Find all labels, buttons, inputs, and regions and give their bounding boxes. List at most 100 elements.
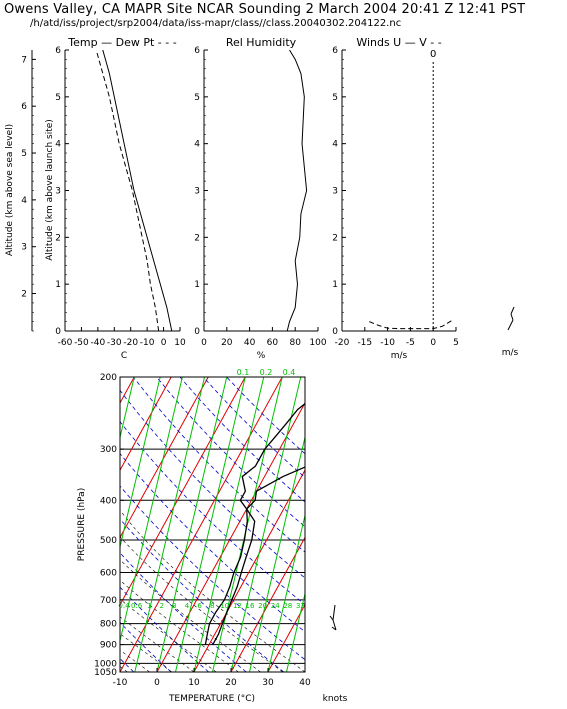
y-tick-label-temp_dewpt: 3 [55,187,61,197]
x-label-temp_dewpt: C [121,351,127,361]
x-label-rh: % [257,351,266,361]
x-tick-label-temp_dewpt: -40 [91,338,106,348]
x-tick-label-winds: 0 [430,338,436,348]
mixing-ratio-mid-label: 28 [283,602,292,610]
p-tick-label: 200 [100,373,117,383]
dry-adiabat-line [156,377,305,528]
x-tick-label-temp_dewpt: 10 [174,338,186,348]
panel-title-rh: Rel Humidity [226,36,297,49]
isotherm-line [156,401,305,672]
y-tick-label-rh: 1 [194,280,200,290]
isotherm-line [230,536,305,672]
skewt-y-label: PRESSURE (hPa) [77,488,87,561]
y-tick-label-winds: 5 [332,93,338,103]
dry-adiabat-line [120,453,305,633]
mixing-ratio-line [249,435,305,672]
p-tick-label: 400 [100,496,117,506]
y-label-inner: Altitude (km above launch site) [45,119,55,261]
p-tick-label: 500 [100,536,117,546]
x-tick-label-rh: 100 [309,338,326,348]
x-tick-label-rh: 60 [267,338,279,348]
mixing-ratio-mid-label: 2 [160,602,164,610]
mixing-ratio-line [120,377,161,549]
p-tick-label: 1050 [94,668,117,678]
moist-adiabat-line [120,559,261,672]
x-tick-label-winds: -10 [380,338,395,348]
isotherm-line [120,377,172,472]
isotherm-line [267,603,305,672]
isotherm-line [120,377,283,672]
series-temp_dewpt-dew-pt [95,49,160,332]
moist-adiabat-line [120,633,172,672]
x-tick-label-temp_dewpt: -30 [107,338,122,348]
t-tick-label: 10 [188,678,200,688]
p-tick-label: 300 [100,445,117,455]
winds-zero-label: 0 [430,49,436,60]
y-tick-label-rh: 4 [194,140,200,150]
mixing-ratio-mid-label: 16 [246,602,255,610]
y-tick-label-winds: 1 [332,280,338,290]
x-tick-label-rh: 40 [244,338,256,348]
moist-adiabat-line [0,377,83,672]
dry-adiabat-line [0,377,59,672]
skewt-x-label: TEMPERATURE (°C) [168,694,255,704]
mixing-ratio-mid-label: 6 [197,602,202,610]
p-tick-label: 600 [100,568,117,578]
page-title: Owens Valley, CA MAPR Site NCAR Sounding… [4,2,526,17]
dry-adiabat-line [120,621,172,672]
x-tick-label-temp_dewpt: -60 [58,338,73,348]
mixing-ratio-mid-label: 4 [185,602,190,610]
mixing-ratio-line [9,377,79,672]
mixing-ratio-mid-label: 1 [147,602,151,610]
isotherm-line [120,377,246,606]
skewt-barb-label: knots [323,694,348,704]
skewt-frame [119,376,306,673]
y-tick-label-winds: 3 [332,187,338,197]
outer-y-tick-label: 4 [21,196,27,206]
isotherm-line [0,377,60,672]
skewt-temperature [212,402,305,645]
y-tick-label-rh: 2 [194,233,200,243]
mixing-ratio-line [193,377,265,672]
isotherm-line [193,469,305,672]
mixing-ratio-top-label: 0.1 [237,368,250,377]
isotherm-line [304,670,305,672]
wind-barb-skewt [329,604,337,631]
outer-y-tick-label: 7 [21,55,27,65]
mixing-ratio-mid-label: 0.6 [131,602,143,610]
wind-barb-upper [507,306,515,331]
moist-adiabat-line [120,536,283,672]
x-tick-label-winds: -5 [406,338,415,348]
isotherm-line [120,377,209,539]
y-tick-label-rh: 0 [194,327,200,337]
dry-adiabat-line [120,389,305,579]
moist-adiabat-line [120,579,239,672]
dry-adiabat-line [120,518,285,672]
panel-title-winds: Winds U — V - - [356,36,441,49]
y-label-outer: Altitude (km above sea level) [5,124,15,256]
mixing-ratio-line [175,377,246,672]
t-tick-label: 0 [154,678,160,688]
dry-adiabat-line [120,485,305,661]
mixing-ratio-top-label: 0.2 [260,368,273,377]
mixing-ratio-mid-label: 8 [210,602,214,610]
x-tick-label-winds: -20 [335,338,350,348]
mixing-ratio-mid-label: 12 [233,602,242,610]
dry-adiabat-line [132,377,305,553]
y-tick-label-rh: 6 [194,46,200,56]
y-tick-label-winds: 2 [332,233,338,243]
x-tick-label-temp_dewpt: 0 [161,338,167,348]
x-tick-label-temp_dewpt: -50 [74,338,89,348]
dry-adiabat-line [120,552,247,672]
x-tick-label-winds: 5 [453,338,459,348]
mixing-ratio-top-label: 0.4 [283,368,296,377]
mixing-ratio-mid-label: 10 [220,602,229,610]
x-tick-label-rh: 80 [289,338,301,348]
mixing-ratio-line [134,377,206,672]
mixing-ratio-mid-label: 32 [296,602,305,610]
y-tick-label-temp_dewpt: 6 [55,46,61,56]
winds-barb-unit-label: m/s [502,348,519,358]
mixing-ratio-line [120,377,135,440]
panel-title-temp_dewpt: Temp — Dew Pt - - - [67,36,176,49]
